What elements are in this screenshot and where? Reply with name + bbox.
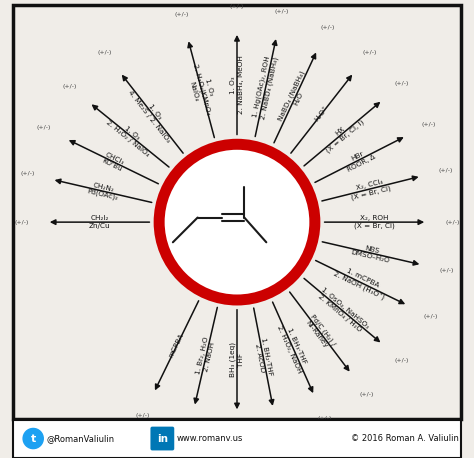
Text: CH₂I₂
Zn/Cu: CH₂I₂ Zn/Cu	[89, 215, 110, 229]
Text: HX
(X = Br, Cl, I): HX (X = Br, Cl, I)	[319, 113, 365, 154]
FancyBboxPatch shape	[13, 5, 461, 419]
Text: (+/-): (+/-)	[20, 171, 35, 176]
Text: (+/-): (+/-)	[182, 429, 196, 434]
Circle shape	[23, 429, 43, 449]
Text: 1. O₃
4. Me₂S / 2. NaIO₄: 1. O₃ 4. Me₂S / 2. NaIO₄	[128, 84, 177, 143]
Text: @RomanValiulin: @RomanValiulin	[46, 434, 114, 443]
Circle shape	[154, 139, 320, 305]
Text: (+/-): (+/-)	[230, 435, 244, 440]
Text: (+/-): (+/-)	[438, 168, 453, 173]
Text: 1. Br₂, H₂O
2. NaOH: 1. Br₂, H₂O 2. NaOH	[195, 336, 217, 376]
Text: 1. BH₂·THF
2. AcOD: 1. BH₂·THF 2. AcOD	[253, 337, 273, 377]
Text: (+/-): (+/-)	[36, 125, 51, 130]
Text: 1. OsO₄, NaHSO₃
2. KMnO₄ / H₂O: 1. OsO₄, NaHSO₃ 2. KMnO₄ / H₂O	[315, 286, 370, 335]
Text: CHCl₃
KOᵗBu: CHCl₃ KOᵗBu	[101, 151, 126, 173]
Text: (+/-): (+/-)	[274, 9, 289, 14]
Text: (+/-): (+/-)	[359, 392, 374, 397]
Text: (+/-): (+/-)	[395, 358, 409, 363]
Text: (+/-): (+/-)	[230, 5, 244, 9]
Text: t: t	[30, 434, 36, 443]
Text: NBS
DMSO–H₂O: NBS DMSO–H₂O	[350, 242, 392, 264]
Text: 1. BH₃·THF
2. H₂O₂, NaOH: 1. BH₃·THF 2. H₂O₂, NaOH	[276, 322, 310, 374]
Text: in: in	[157, 434, 168, 443]
Text: H₂O⁺: H₂O⁺	[314, 105, 329, 123]
Text: mCPBA: mCPBA	[168, 333, 185, 359]
FancyBboxPatch shape	[150, 427, 174, 451]
Text: (+/-): (+/-)	[318, 416, 332, 421]
Text: (+/-): (+/-)	[136, 413, 150, 418]
Text: 1. O₃
2. H₂O₂ / NaIO₄: 1. O₃ 2. H₂O₂ / NaIO₄	[105, 114, 155, 158]
Text: (+/-): (+/-)	[321, 25, 335, 29]
Text: 1. Hg(OAc)₂, ROH
2. NaBD₄ (NaBH₄): 1. Hg(OAc)₂, ROH 2. NaBD₄ (NaBH₄)	[252, 55, 279, 120]
Text: Pd/C (H₂) /
Ni-Raney: Pd/C (H₂) / Ni-Raney	[303, 313, 337, 351]
FancyBboxPatch shape	[13, 420, 461, 458]
Text: 1. O₃
2. H₂O₂|KMnO₄
NaIO₄: 1. O₃ 2. H₂O₂|KMnO₄ NaIO₄	[184, 61, 219, 118]
Text: (+/-): (+/-)	[445, 220, 459, 224]
Text: (+/-): (+/-)	[15, 220, 29, 224]
Text: 1. mCPBA
2. NaOH (H₃O⁺): 1. mCPBA 2. NaOH (H₃O⁺)	[332, 263, 389, 301]
Text: X₂, CCl₄
(X = Br, Cl): X₂, CCl₄ (X = Br, Cl)	[349, 177, 392, 201]
Text: (+/-): (+/-)	[421, 122, 436, 127]
Text: BH₃ (1eq)
THF: BH₃ (1eq) THF	[230, 342, 244, 377]
Text: CH₂N₂
Pd(OAc)₂: CH₂N₂ Pd(OAc)₂	[86, 181, 120, 202]
Text: © 2016 Roman A. Valiulin: © 2016 Roman A. Valiulin	[351, 434, 459, 443]
Text: (+/-): (+/-)	[63, 84, 77, 89]
Text: (+/-): (+/-)	[271, 431, 285, 436]
Text: (+/-): (+/-)	[423, 314, 438, 319]
Text: (+/-): (+/-)	[97, 50, 112, 55]
Text: 1. O₃
2. NaBH₄, MeOH: 1. O₃ 2. NaBH₄, MeOH	[230, 55, 244, 114]
Text: NaBD₄ (NaBH₄)
H₂O: NaBD₄ (NaBH₄) H₂O	[277, 70, 313, 125]
Text: X₂, ROH
(X = Br, Cl): X₂, ROH (X = Br, Cl)	[354, 215, 395, 229]
Text: (+/-): (+/-)	[395, 81, 409, 86]
Text: (+/-): (+/-)	[439, 268, 454, 273]
Circle shape	[164, 150, 310, 294]
Text: (+/-): (+/-)	[174, 12, 189, 16]
Text: HBr
ROOR, Δ: HBr ROOR, Δ	[343, 147, 376, 173]
Text: (+/-): (+/-)	[362, 50, 377, 55]
Text: www.romanv.us: www.romanv.us	[176, 434, 243, 443]
